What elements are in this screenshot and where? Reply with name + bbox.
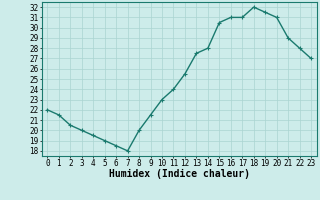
X-axis label: Humidex (Indice chaleur): Humidex (Indice chaleur) — [109, 169, 250, 179]
